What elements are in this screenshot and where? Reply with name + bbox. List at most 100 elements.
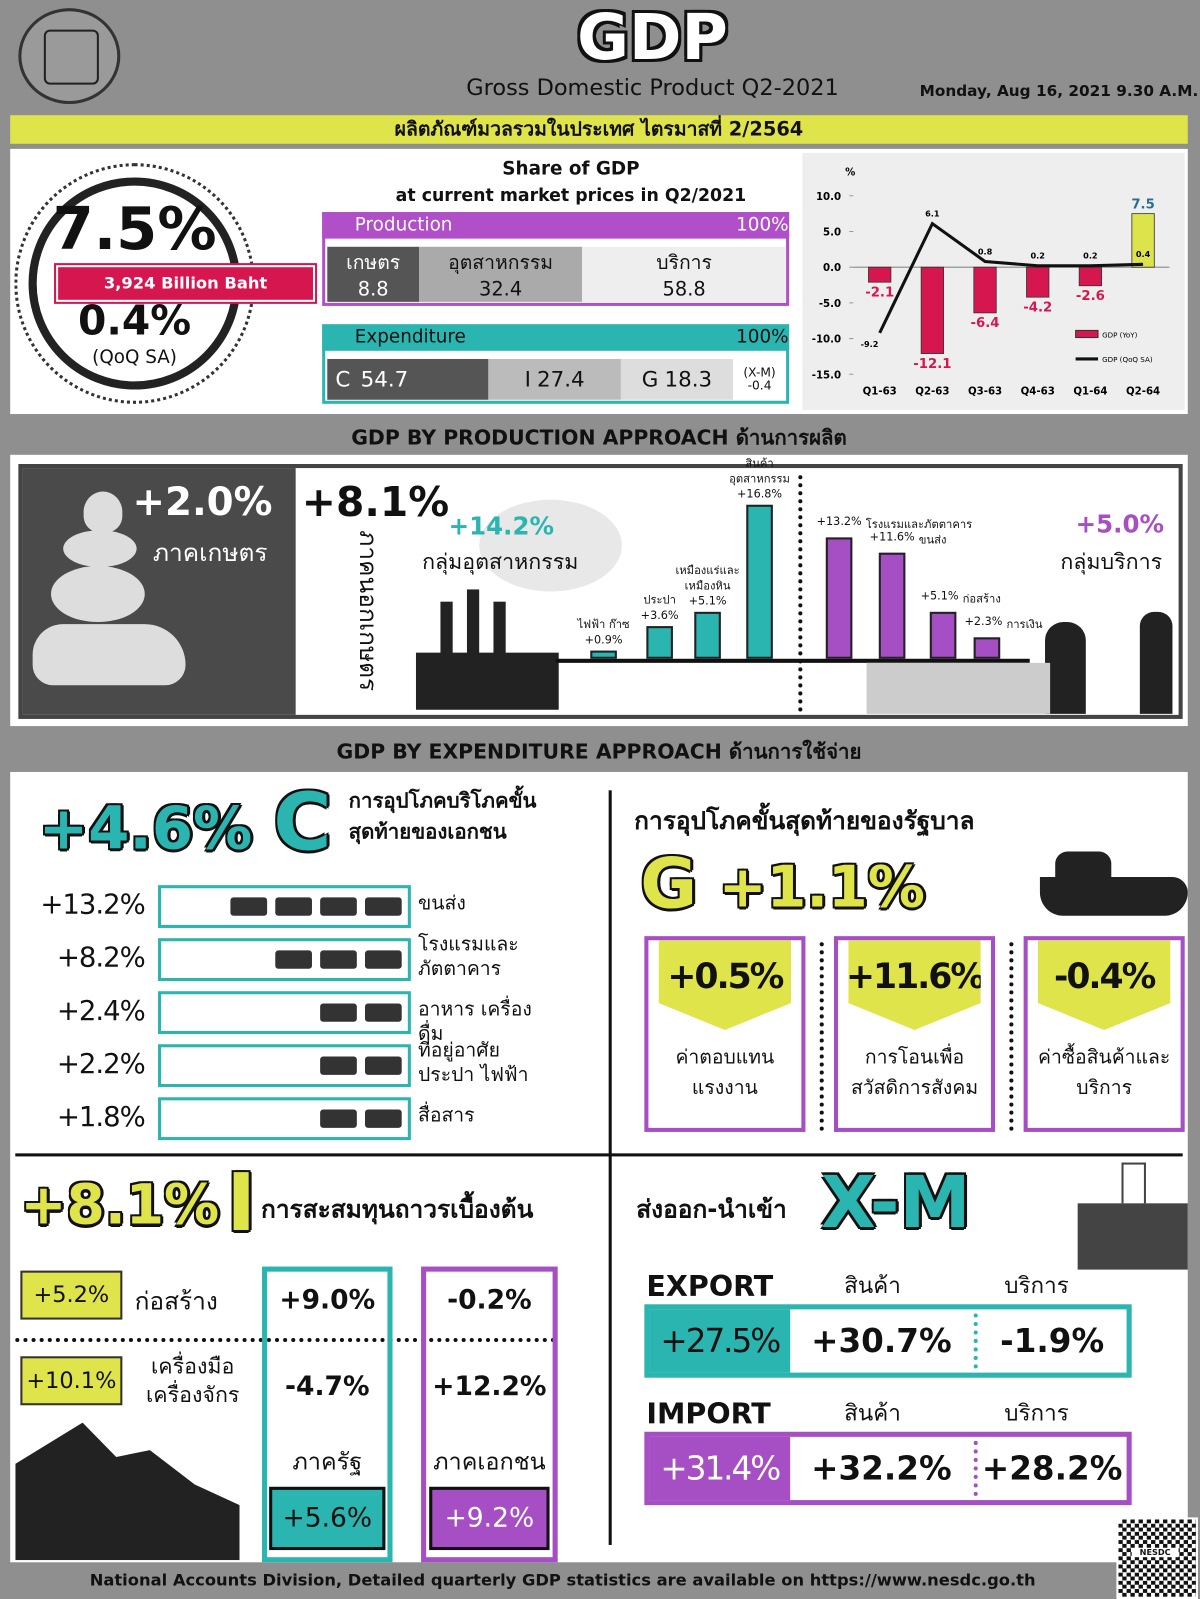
goods-growth: +32.2% [811,1449,952,1488]
private-label: ภาคเอกชน [433,1449,546,1476]
item-growth: +1.8% [56,1101,146,1133]
item-icon [320,950,357,969]
divider [798,475,803,712]
rooster [83,491,123,533]
investment-letter: I [226,1157,256,1250]
item-label: ค่าซื้อสินค้าและบริการ [1038,1046,1171,1100]
column-label: บริการ [1004,1273,1069,1300]
logo-emblem [43,29,99,85]
subtitle: Gross Domestic Product Q2-2021 [466,75,839,101]
item-growth: +11.6% [848,940,981,1030]
item-icon [320,1109,357,1128]
legend-label: GDP (QoQ SA) [1102,355,1153,364]
footer: National Accounts Division, Detailed qua… [89,1570,1036,1590]
industry-growth: +14.2% [448,511,554,541]
yoy-growth: 7.5% [52,193,217,264]
share-value: 58.8 [662,278,706,301]
family-icon [1055,851,1112,883]
qr-label: NESDC [1131,1548,1179,1558]
share-value: 32.4 [479,278,523,301]
divider [15,1153,1183,1157]
trade-letter: X-M [820,1160,971,1245]
share-value: 54.7 [360,367,409,392]
row-box: +27.5% +30.7% -1.9% [644,1304,1132,1378]
item-label: อาหาร เครื่องดื่ม [418,998,532,1046]
bar [920,266,944,354]
column-label: สินค้า [844,1401,901,1427]
bar-label: -4.2 [1023,300,1052,315]
item-icon [230,897,268,916]
share-cell: เกษตร 8.8 [327,246,420,302]
item-box [158,1097,411,1141]
consumption-label: การอุปโภคบริโภคขั้นสุดท้ายของเอกชน [348,788,537,844]
logo [18,8,121,105]
goods-growth: +30.7% [811,1321,952,1361]
qoq-growth: 0.4% [78,297,192,345]
share-title: Share of GDP [502,158,640,180]
expenditure-share-label: Expenditure [354,326,466,348]
row-box: +31.4% +32.2% +28.2% [644,1431,1132,1506]
hand-icon [1039,877,1188,916]
item-label: การโอนเพื่อสวัสดิการสังคม [850,1046,979,1100]
factory [415,652,559,710]
production-share-label: Production [354,214,453,236]
title: GDP [577,0,728,75]
public-column [262,1266,393,1563]
point-label: 0.2 [1083,251,1097,261]
item-growth: +0.5% [658,940,792,1030]
banner: ผลิตภัณฑ์มวลรวมในประเทศ ไตรมาสที่ 2/2564 [10,115,1188,144]
item-box [158,991,411,1035]
x-tick-label: Q1-64 [1073,387,1107,398]
services-label: กลุ่มบริการ [1060,549,1163,575]
agriculture-label: ภาคเกษตร [152,538,268,567]
column-label: สินค้า [844,1273,901,1300]
cityscape [866,662,1051,714]
bar-label: -2.6 [1076,289,1105,304]
total-growth: +31.4% [649,1436,791,1501]
item-label: สื่อสาร [418,1104,475,1127]
production-frame [18,463,1183,719]
share-value: -0.4 [747,378,772,393]
item-box: +0.5% ค่าตอบแทนแรงงาน [644,936,806,1132]
container-icon [1077,1203,1188,1270]
row-label: เครื่องมือเครื่องจักร [145,1354,240,1408]
investment-growth: +8.1% [20,1172,220,1237]
people [1139,611,1173,714]
y-tick-label: 10.0 [816,192,841,203]
agriculture-growth: +2.0% [132,479,273,525]
services-growth: +5.0% [1075,509,1164,539]
row-label: EXPORT [646,1269,774,1304]
point-label: 0.4 [1136,249,1151,259]
y-axis-label: % [845,167,855,178]
gdp-chart: % 10.0 5.0 0.0 -5.0 -10.0 -15.0 Q1-63 Q2-63 Q3-63… [802,152,1185,410]
chimney [493,601,506,658]
share-cell: C 54.7 [327,358,489,400]
divider [1009,942,1014,1131]
public-label: ภาครัฐ [292,1449,363,1476]
crane-hook [1121,1162,1146,1204]
x-tick-label: Q1-63 [863,387,897,398]
column-label: บริการ [1004,1401,1069,1427]
gdp-value: 3,924 Billion Baht [56,265,316,302]
divider [973,1313,978,1369]
government-letter: G [640,844,698,925]
government-growth: +1.1% [718,854,925,921]
item-icon [320,897,357,916]
divider [973,1440,978,1497]
divider [819,942,824,1131]
consumption-letter: C [273,777,332,869]
production-share-header [322,212,790,239]
divider [15,1337,556,1343]
share-cell: I 27.4 [488,358,621,400]
non-agriculture-label: ภาคนอกเกษตร [353,530,383,692]
y-tick-label: -5.0 [819,299,841,310]
item-box [158,1044,411,1088]
x-tick-label: Q3-63 [968,387,1002,398]
item-icon [364,1109,402,1128]
investment-label: การสะสมทุนถาวรเบื้องต้น [261,1195,534,1224]
share-label: G [641,367,659,392]
chimney [440,601,453,658]
private-column [421,1266,558,1563]
legend-label: GDP (YoY) [1102,331,1137,340]
